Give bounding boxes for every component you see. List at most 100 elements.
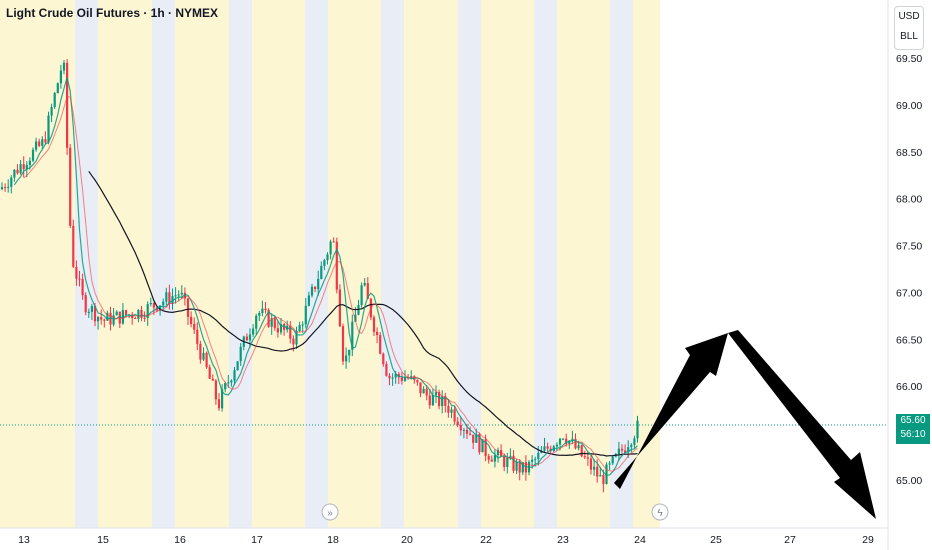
candle-body	[481, 439, 484, 453]
candle-body	[332, 241, 335, 243]
candle-body	[162, 301, 165, 306]
forecast-arrows	[614, 330, 876, 519]
svg-text:»: »	[327, 508, 333, 519]
candle-body	[255, 315, 258, 329]
candle-body	[75, 266, 78, 279]
candle-body	[376, 331, 379, 336]
candle-body	[289, 325, 292, 339]
candle-body	[47, 115, 50, 143]
candle-body	[84, 295, 87, 313]
candle-body	[540, 451, 543, 453]
candle-body	[69, 147, 72, 226]
candle-body	[314, 286, 317, 290]
candle-body	[562, 438, 565, 440]
candle-body	[354, 314, 357, 322]
candle-body	[190, 316, 193, 324]
candle-body	[636, 420, 639, 439]
candle-body	[493, 455, 496, 462]
candle-body	[230, 380, 233, 383]
candle-body	[465, 429, 469, 434]
candle-body	[490, 459, 493, 462]
session-band	[458, 0, 481, 528]
candle-body	[31, 149, 35, 161]
candle-body	[453, 409, 456, 422]
candle-body	[103, 319, 106, 321]
candle-body	[44, 139, 47, 143]
candle-body	[7, 186, 10, 188]
candle-body	[624, 450, 627, 453]
candle-body	[602, 475, 605, 485]
candle-body	[106, 312, 109, 321]
candle-body	[546, 446, 549, 449]
candle-body	[168, 292, 171, 305]
candle-body	[53, 93, 56, 108]
candle-body	[62, 62, 66, 71]
candle-body	[400, 377, 403, 381]
candle-body	[221, 389, 224, 409]
session-band	[0, 0, 75, 528]
candle-body	[56, 83, 59, 94]
candle-body	[81, 279, 84, 296]
fast-moving-average-2	[23, 95, 638, 472]
y-tick-label: 67.50	[896, 241, 922, 253]
candle-body	[410, 376, 413, 378]
candle-body	[484, 439, 487, 457]
candle-body	[134, 318, 137, 320]
candle-body	[345, 355, 348, 362]
candle-body	[360, 285, 363, 305]
candle-body	[19, 164, 22, 174]
slow-moving-average	[88, 170, 638, 457]
candle-body	[177, 294, 180, 296]
event-icons[interactable]: » ϟ	[321, 503, 669, 521]
candle-body	[214, 380, 217, 400]
candle-body	[22, 164, 25, 170]
candle-body	[146, 304, 149, 318]
candle-body	[571, 438, 574, 441]
candle-body	[335, 241, 338, 290]
candle-body	[196, 329, 199, 344]
candle-body	[506, 457, 509, 467]
y-axis[interactable]: 69.50 69.00 68.50 68.00 67.50 67.00 66.50 66.00…	[896, 53, 922, 487]
session-band	[305, 0, 328, 528]
x-tick-label: 17	[251, 534, 263, 546]
currency-unit-selector[interactable]: USD BLL	[894, 6, 924, 50]
candle-body	[444, 396, 447, 406]
candle-body	[565, 438, 568, 444]
candle-body	[496, 450, 500, 456]
candle-body	[236, 361, 239, 371]
candle-body	[379, 335, 382, 354]
candle-body	[419, 382, 422, 394]
candle-body	[292, 338, 295, 345]
candle-body	[227, 382, 230, 384]
candle-body	[472, 434, 475, 443]
candle-body	[211, 378, 214, 381]
candle-body	[4, 187, 7, 189]
candle-body	[459, 425, 462, 431]
x-tick-label: 20	[401, 534, 413, 546]
candle-body	[115, 311, 118, 316]
candle-body	[137, 309, 140, 319]
session-band	[98, 0, 152, 528]
unit-label: BLL	[900, 31, 918, 42]
candle-body	[580, 445, 583, 457]
candle-body	[38, 141, 41, 146]
candle-body	[469, 433, 472, 435]
candle-body	[323, 260, 326, 267]
candle-body	[531, 459, 534, 462]
candle-body	[351, 321, 354, 350]
candle-body	[59, 70, 62, 84]
y-tick-label: 65.00	[896, 475, 922, 487]
candle-body	[90, 306, 93, 312]
y-tick-label: 66.00	[896, 381, 922, 393]
candle-body	[121, 310, 124, 324]
candle-body	[633, 438, 636, 445]
session-band	[404, 0, 458, 528]
candle-body	[283, 324, 286, 330]
y-tick-label: 69.50	[896, 53, 922, 65]
x-axis[interactable]: 13 15 16 17 18 20 22 23 24 25 27 29	[18, 534, 874, 546]
candle-body	[143, 317, 146, 319]
candle-body	[620, 448, 624, 451]
x-tick-label: 18	[327, 534, 339, 546]
candle-body	[586, 457, 589, 459]
